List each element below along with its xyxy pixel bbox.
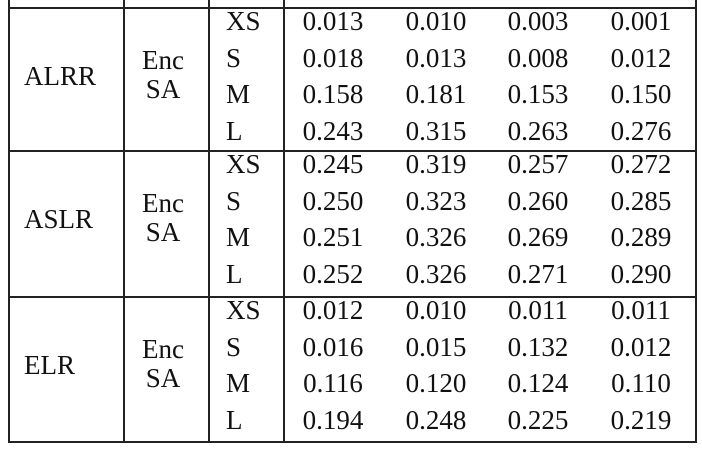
cell-value: 0.248 (405, 404, 467, 435)
size-label: XS (226, 149, 261, 179)
size-label: S (226, 42, 242, 73)
cell-value: 0.272 (610, 149, 672, 179)
size-label: XS (226, 6, 261, 36)
size-label: XS (226, 295, 261, 325)
setting-label: SA (145, 74, 181, 104)
cell-value: 0.011 (508, 295, 568, 325)
cell-value: 0.326 (405, 222, 467, 252)
cell-value: 0.323 (405, 185, 467, 216)
cell-value: 0.285 (610, 185, 672, 216)
cell-value: 0.150 (610, 79, 672, 109)
size-label: M (226, 79, 251, 109)
cell-value: 0.124 (507, 368, 569, 398)
cell-value: 0.012 (610, 331, 672, 362)
rule (208, 0, 210, 443)
size-label: S (226, 185, 242, 216)
setting-label: SA (145, 363, 181, 393)
cell-value: 0.276 (610, 115, 672, 146)
rule (8, 296, 696, 298)
size-label: L (226, 258, 243, 289)
rule (8, 0, 10, 443)
cell-value: 0.245 (302, 149, 364, 179)
cell-value: 0.290 (610, 258, 672, 289)
cell-value: 0.271 (507, 258, 569, 289)
cell-value: 0.010 (405, 6, 467, 36)
size-label: M (226, 222, 251, 252)
method-label: ALRR (24, 61, 97, 91)
cell-value: 0.116 (303, 368, 363, 398)
setting-label: Enc (142, 188, 184, 218)
cell-value: 0.250 (302, 185, 364, 216)
cell-value: 0.013 (405, 42, 467, 73)
cell-value: 0.008 (507, 42, 569, 73)
rule (8, 150, 696, 152)
cell-value: 0.153 (507, 79, 569, 109)
size-label: S (226, 331, 242, 362)
setting-label: SA (145, 217, 181, 247)
cell-value: 0.257 (507, 149, 569, 179)
setting-label: Enc (142, 334, 184, 364)
size-label: L (226, 404, 243, 435)
cell-value: 0.181 (405, 79, 467, 109)
setting-label: Enc (142, 45, 184, 75)
cell-value: 0.194 (302, 404, 364, 435)
cell-value: 0.263 (507, 115, 569, 146)
rule (123, 0, 125, 443)
cell-value: 0.013 (302, 6, 364, 36)
cell-value: 0.010 (405, 295, 467, 325)
cell-value: 0.018 (302, 42, 364, 73)
method-label: ELR (24, 350, 75, 380)
cell-value: 0.016 (302, 331, 364, 362)
cell-value: 0.260 (507, 185, 569, 216)
cell-value: 0.012 (610, 42, 672, 73)
cell-value: 0.269 (507, 222, 569, 252)
cell-value: 0.015 (405, 331, 467, 362)
rule (695, 0, 697, 443)
cell-value: 0.011 (611, 295, 671, 325)
cell-value: 0.251 (302, 222, 364, 252)
cell-value: 0.110 (611, 368, 671, 398)
cell-value: 0.315 (405, 115, 467, 146)
method-label: ASLR (24, 204, 94, 234)
rule (283, 0, 285, 443)
cell-value: 0.243 (302, 115, 364, 146)
cell-value: 0.012 (302, 295, 364, 325)
cell-value: 0.001 (610, 6, 672, 36)
cell-value: 0.319 (405, 149, 467, 179)
cell-value: 0.158 (302, 79, 364, 109)
rule (8, 441, 696, 443)
size-label: L (226, 115, 243, 146)
cell-value: 0.225 (507, 404, 569, 435)
cell-value: 0.289 (610, 222, 672, 252)
cell-value: 0.219 (610, 404, 672, 435)
cell-value: 0.132 (507, 331, 569, 362)
cell-value: 0.326 (405, 258, 467, 289)
rule (8, 7, 696, 9)
cell-value: 0.252 (302, 258, 364, 289)
cell-value: 0.120 (405, 368, 467, 398)
size-label: M (226, 368, 251, 398)
cell-value: 0.003 (507, 6, 569, 36)
